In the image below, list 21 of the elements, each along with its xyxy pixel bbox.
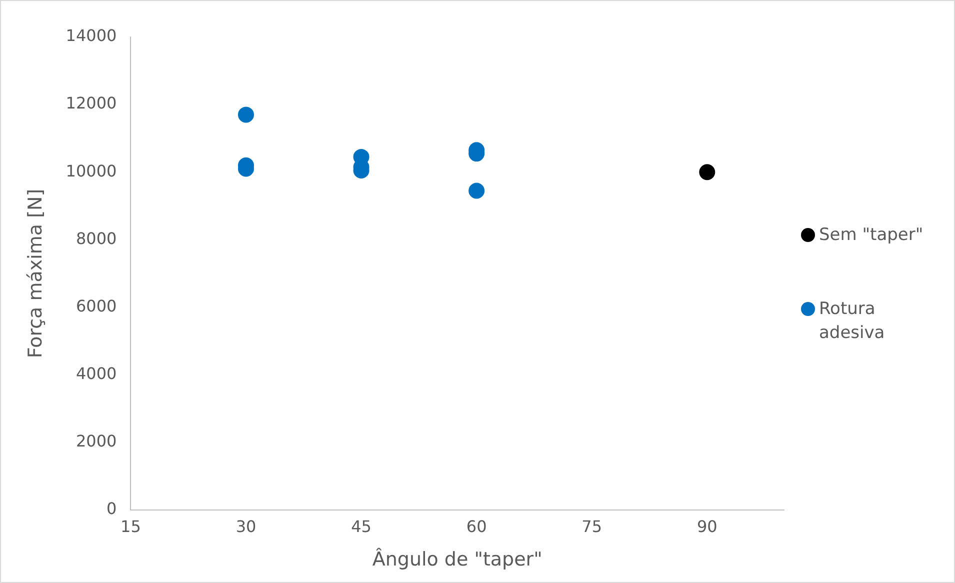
y-tick-label: 4000 <box>76 364 117 384</box>
x-tick-label: 15 <box>120 516 141 536</box>
point <box>699 164 716 180</box>
x-tick-label: 90 <box>696 516 718 536</box>
y-tick-label: 10000 <box>66 161 117 180</box>
x-axis-title: Ângulo de "taper" <box>372 548 542 571</box>
y-axis-title: Força máxima [N] <box>24 188 46 358</box>
y-tick-label: 2000 <box>76 432 117 451</box>
y-tick-label: 6000 <box>76 296 117 316</box>
legend-label: Sem "taper" <box>819 224 924 247</box>
x-tick-label: 30 <box>236 516 256 536</box>
x-tick-label: 75 <box>582 516 602 536</box>
legend-label: Rotura adesiva <box>819 298 886 345</box>
point <box>468 182 485 199</box>
y-tick-label: 8000 <box>76 228 117 248</box>
y-tick-label: 0 <box>106 499 117 518</box>
x-tick-label: 60 <box>466 516 487 536</box>
y-tick-label: 12000 <box>66 94 117 113</box>
point <box>238 106 254 123</box>
y-tick-label: 14000 <box>66 26 117 46</box>
x-tick-label: 45 <box>351 516 372 536</box>
